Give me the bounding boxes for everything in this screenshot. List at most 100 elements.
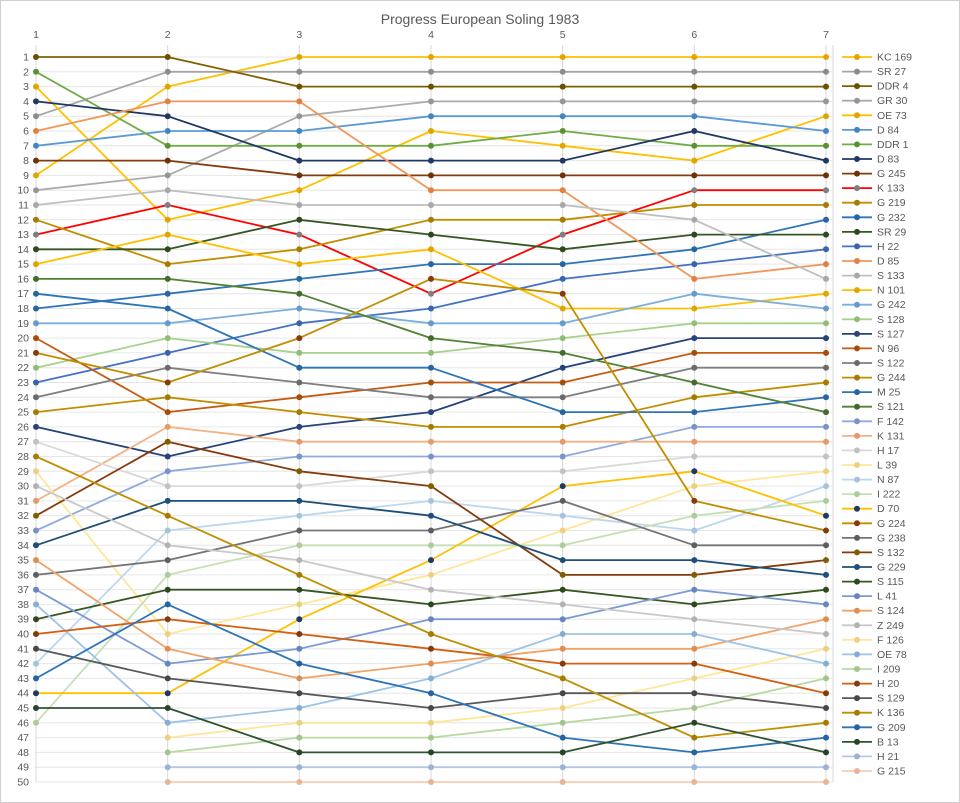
data-point-k133 [691,187,698,194]
data-point-g238 [823,542,829,549]
data-point-n101 [428,246,434,253]
data-point-b13 [691,719,698,726]
legend-item: H 20 [842,678,899,690]
legend-item: G 245 [842,168,906,180]
data-point-sr29 [428,231,434,238]
data-point-s127 [296,423,303,430]
data-point-h21 [559,764,566,771]
data-point-l41 [823,601,829,608]
data-point-s115 [296,586,303,593]
data-point-gr30 [428,98,434,105]
legend-item: H 17 [842,445,899,457]
legend-item: N 87 [842,474,899,486]
data-point-g242 [428,320,434,327]
legend-label: G 245 [877,168,906,180]
legend-item: G 209 [842,722,906,734]
data-point-l39 [164,631,171,637]
data-point-f126 [691,675,698,682]
legend-key-marker [854,738,860,745]
legend-label: N 96 [877,343,899,355]
data-point-s122 [823,364,829,371]
y-tick-label: 23 [17,377,29,389]
data-point-s133 [691,216,698,223]
data-point-g219 [428,216,434,223]
y-tick-label: 44 [17,688,29,700]
data-point-kc169 [691,54,698,60]
data-point-g244 [823,379,829,386]
data-point-m25 [428,364,434,371]
data-point-oe73 [691,157,698,164]
data-point-n96 [823,349,829,356]
legend-label: S 124 [877,605,905,617]
legend-key-marker [854,695,860,702]
legend-label: L 41 [877,591,897,603]
data-point-ddr4 [33,54,39,60]
data-point-d70 [559,483,566,490]
data-point-n87 [33,660,39,667]
data-point-d83 [823,157,829,164]
legend-item: SR 29 [842,226,906,238]
legend-label: G 219 [877,197,906,209]
data-point-k133 [33,231,39,238]
data-point-g238 [559,497,566,504]
data-point-k131 [823,438,829,445]
data-point-s122 [164,364,171,371]
data-point-oe78 [823,660,829,667]
y-tick-label: 1 [23,52,29,64]
data-point-b13 [33,705,39,711]
data-point-i222 [33,719,39,726]
y-tick-label: 22 [17,362,29,374]
y-tick-label: 18 [17,303,29,315]
data-point-m25 [164,305,171,312]
legend-label: F 142 [877,416,904,428]
data-point-s127 [559,364,566,371]
data-point-f142 [164,468,171,475]
data-point-ddr1 [428,142,434,149]
data-point-g209 [164,601,171,608]
data-point-oe73 [164,216,171,223]
legend-item: D 85 [842,256,899,268]
legend-item: OE 73 [842,110,907,122]
data-point-s121 [296,290,303,297]
legend-label: H 20 [877,678,899,690]
data-point-f126 [823,645,829,652]
data-point-h21 [691,764,698,771]
data-point-sr29 [559,246,566,253]
data-point-s122 [559,394,566,401]
data-point-h17 [296,483,303,490]
data-point-d85 [296,98,303,105]
x-tick-label: 1 [33,29,39,41]
data-point-d85 [428,187,434,194]
legend-key-marker [854,287,860,294]
legend-item: K 133 [842,183,905,195]
data-point-z249 [164,542,171,549]
y-tick-label: 4 [23,96,29,108]
legend-label: S 132 [877,547,905,559]
data-point-g242 [691,290,698,297]
legend-key-marker [854,666,860,672]
legend-label: S 129 [877,693,905,705]
data-point-g245 [164,157,171,164]
legend-item: GR 30 [842,95,908,107]
data-point-h20 [296,631,303,637]
legend-key-marker [854,330,860,337]
data-point-sr27 [164,68,171,75]
y-tick-label: 25 [17,407,29,419]
legend-key-marker [854,112,860,119]
legend-item: L 39 [842,460,897,472]
legend-key-marker [854,549,860,556]
data-point-h22 [33,379,39,386]
data-point-k133 [296,231,303,238]
data-point-s115 [33,616,39,623]
data-point-s115 [164,586,171,593]
data-point-h17 [33,438,39,445]
legend-key-marker [854,403,860,410]
data-point-z249 [33,483,39,490]
data-point-ddr4 [559,83,566,90]
data-point-f142 [559,453,566,460]
data-point-s115 [691,601,698,608]
legend-label: OE 78 [877,649,907,661]
data-point-d84 [296,128,303,134]
